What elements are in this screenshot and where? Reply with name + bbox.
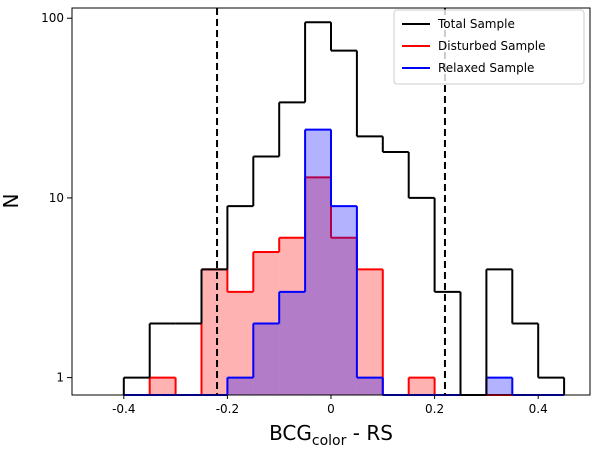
x-axis-label: BCGcolor - RS: [269, 421, 393, 449]
legend-label: Relaxed Sample: [438, 61, 534, 75]
hist-bar: [356, 377, 383, 395]
y-axis-label: N: [0, 194, 23, 209]
hist-bar: [356, 269, 383, 395]
x-label-main: BCG: [269, 421, 312, 445]
hist-bar: [253, 323, 280, 395]
hist-bar: [227, 377, 254, 395]
series-2: [123, 128, 565, 396]
legend-box: [393, 9, 585, 85]
hist-bar: [408, 377, 435, 395]
hist-bar: [279, 237, 306, 395]
x-tick-label: 0.4: [529, 402, 548, 416]
series-0: [122, 21, 566, 396]
x-label-sub: color: [312, 433, 347, 449]
hist-bar: [201, 269, 228, 395]
x-tick-label: -0.4: [112, 402, 135, 416]
hist-bar: [331, 237, 357, 395]
y-tick-label: 1: [56, 371, 64, 385]
plot-area: [122, 21, 566, 396]
legend-label: Disturbed Sample: [438, 39, 546, 53]
y-tick-label: 10: [49, 191, 64, 205]
legend-label: Total Sample: [437, 17, 515, 31]
x-tick-label: 0.2: [425, 402, 444, 416]
hist-bar: [305, 129, 331, 395]
y-tick-label: 100: [41, 11, 64, 25]
x-tick-label: 0: [327, 402, 335, 416]
hist-bar: [486, 377, 513, 395]
x-tick-label: -0.2: [216, 402, 239, 416]
hist-bar: [149, 377, 176, 395]
x-label-rest: - RS: [346, 421, 393, 445]
hist-bar: [279, 291, 306, 395]
hist-bar: [331, 206, 357, 395]
hist-bar: [305, 177, 331, 395]
